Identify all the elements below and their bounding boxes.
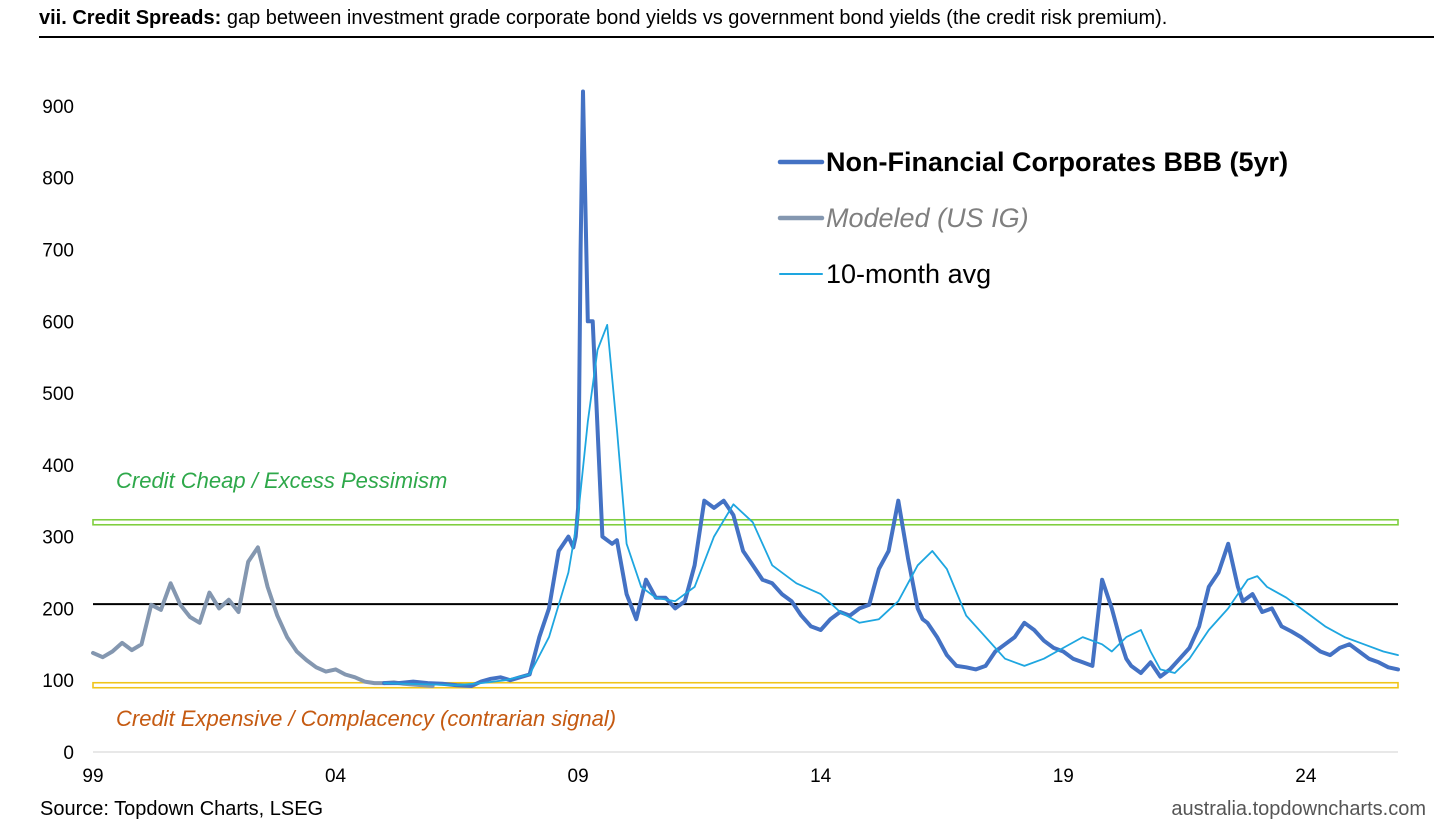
x-tick-label: 09 xyxy=(568,766,589,787)
series-line-modeled-us-ig xyxy=(91,545,435,688)
cheap-threshold-line xyxy=(92,518,1399,526)
series-line-10-month-avg xyxy=(383,323,1399,687)
legend-label: 10-month avg xyxy=(826,259,991,289)
y-tick-label: 400 xyxy=(42,456,74,477)
zone-labels: Credit Cheap / Excess Pessimism Credit Ex… xyxy=(116,468,616,731)
legend: Non-Financial Corporates BBB (5yr) Modele… xyxy=(777,147,1288,289)
y-tick-label: 900 xyxy=(42,97,74,118)
chart-header: vii. Credit Spreads: gap between investm… xyxy=(39,6,1434,38)
x-tick-label: 99 xyxy=(82,766,103,787)
y-tick-label: 600 xyxy=(42,312,74,333)
y-tick-label: 100 xyxy=(42,671,74,692)
y-tick-label: 500 xyxy=(42,384,74,405)
x-tick-label: 24 xyxy=(1295,766,1317,787)
website-credit: australia.topdowncharts.com xyxy=(1171,798,1426,820)
expensive-threshold-line xyxy=(92,681,1399,689)
chart-title-bold: vii. Credit Spreads: xyxy=(39,7,222,29)
x-tick-label: 04 xyxy=(325,766,347,787)
y-tick-label: 0 xyxy=(63,743,74,764)
y-tick-label: 700 xyxy=(42,240,74,261)
chart-title-description: gap between investment grade corporate b… xyxy=(221,7,1168,29)
y-tick-label: 800 xyxy=(42,169,74,190)
y-tick-label: 200 xyxy=(42,599,74,620)
source-note: Source: Topdown Charts, LSEG xyxy=(40,798,323,820)
axes: 0 100 200 300 400 500 600 700 800 900 99 04 09 14 19 24 xyxy=(42,97,1398,787)
series-line-non-financial-corporates-bbb-5yr xyxy=(382,89,1400,688)
x-tick-label: 14 xyxy=(810,766,832,787)
cheap-zone-label: Credit Cheap / Excess Pessimism xyxy=(116,468,447,493)
chart-title: vii. Credit Spreads: gap between investm… xyxy=(39,6,1434,30)
reference-lines xyxy=(92,518,1399,689)
legend-label: Modeled (US IG) xyxy=(826,203,1029,233)
expensive-zone-label: Credit Expensive / Complacency (contrari… xyxy=(116,706,616,731)
y-tick-label: 300 xyxy=(42,528,74,549)
series-lines xyxy=(91,89,1400,688)
x-tick-label: 19 xyxy=(1053,766,1074,787)
legend-label: Non-Financial Corporates BBB (5yr) xyxy=(826,147,1288,177)
